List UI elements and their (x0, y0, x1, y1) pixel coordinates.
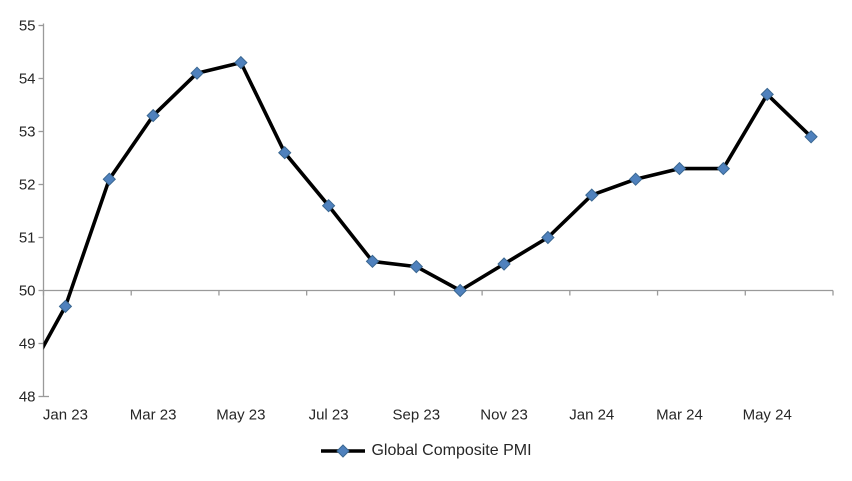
legend-line-marker-icon (321, 444, 366, 458)
x-axis-tick-label: Mar 23 (130, 407, 177, 424)
x-axis-tick-label: May 23 (216, 407, 265, 424)
y-axis-tick-label: 50 (19, 283, 36, 300)
series-group (43, 55, 818, 350)
data-point-marker (497, 257, 511, 271)
data-point-marker (409, 259, 424, 274)
x-axis-tick-label: Jan 24 (569, 407, 614, 424)
y-axis-tick-label: 55 (19, 18, 36, 35)
y-axis-tick-label: 48 (19, 389, 36, 406)
data-point-marker (804, 130, 818, 144)
data-point-marker (760, 87, 774, 102)
data-point-marker (234, 55, 248, 70)
y-axis-tick-label: 49 (19, 336, 36, 353)
data-point-marker (672, 161, 687, 176)
data-point-marker (628, 172, 643, 186)
data-point-marker (453, 283, 467, 298)
data-point-marker (190, 66, 204, 80)
pmi-series-line (43, 60, 813, 350)
data-point-marker (585, 188, 599, 202)
data-point-marker (365, 254, 380, 269)
y-axis-tick-label: 51 (19, 230, 36, 247)
y-axis-tick-label: 52 (19, 177, 36, 194)
legend-series-label: Global Composite PMI (371, 442, 532, 459)
data-point-marker (58, 299, 73, 314)
x-axis-tick-label: May 24 (743, 407, 792, 424)
chart-legend: Global Composite PMI (0, 440, 852, 462)
data-point-marker (716, 161, 731, 176)
data-point-marker (146, 108, 160, 123)
x-axis-tick-label: Nov 23 (480, 407, 528, 424)
data-point-marker (102, 172, 116, 186)
x-axis-tick-label: Sep 23 (393, 407, 441, 424)
data-point-marker (278, 145, 292, 160)
x-axis-tick-label: Jul 23 (309, 407, 349, 424)
data-point-marker (541, 230, 555, 245)
y-axis-tick-label: 54 (19, 71, 36, 88)
data-point-marker (321, 198, 336, 213)
x-axis-tick-label: Mar 24 (656, 407, 703, 424)
x-axis-tick-label: Jan 23 (43, 407, 88, 424)
y-axis-tick-label: 53 (19, 124, 36, 141)
